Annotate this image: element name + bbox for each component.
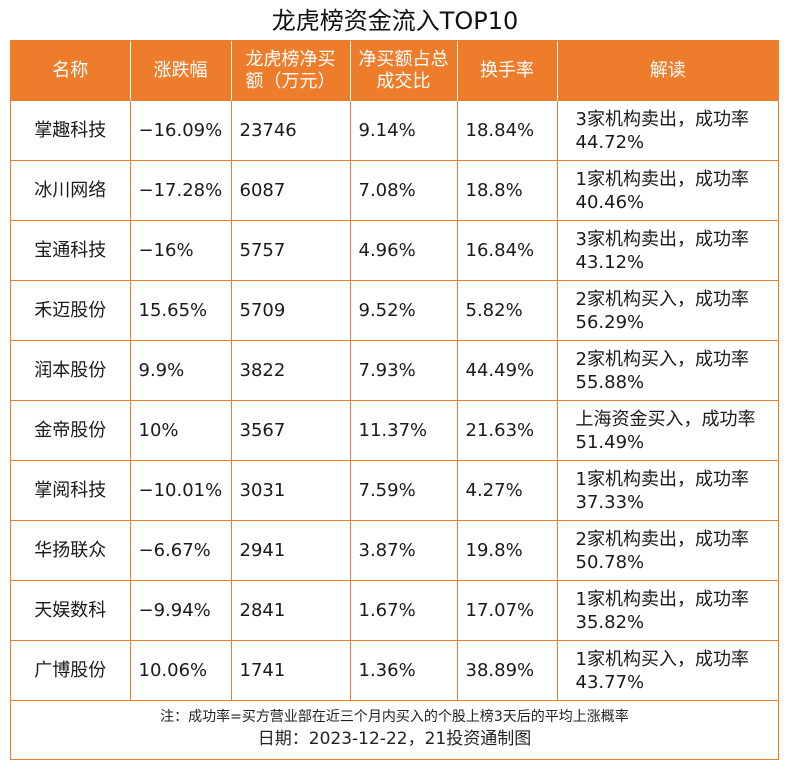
table-row: 广博股份 10.06% 1741 1.36% 38.89% 1家机构买入，成功率43.77… bbox=[11, 640, 778, 700]
cell-change: −6.67% bbox=[129, 520, 231, 581]
cell-ratio: 9.52% bbox=[349, 280, 457, 341]
page-title: 龙虎榜资金流入TOP10 bbox=[271, 7, 519, 35]
cell-ratio: 4.96% bbox=[349, 220, 457, 281]
cell-change: 10.06% bbox=[129, 640, 231, 700]
cell-net-buy: 1741 bbox=[230, 640, 350, 700]
cell-turnover: 44.49% bbox=[456, 340, 557, 401]
table-row: 掌趣科技 −16.09% 23746 9.14% 18.84% 3家机构卖出，成功率44.… bbox=[11, 100, 778, 161]
col-header-change: 涨跌幅 bbox=[129, 41, 231, 101]
cell-change: −16.09% bbox=[129, 100, 231, 161]
cell-change: −10.01% bbox=[129, 460, 231, 521]
cell-name: 天娱数科 bbox=[11, 580, 130, 641]
cell-name: 掌阅科技 bbox=[11, 460, 130, 521]
cell-turnover: 17.07% bbox=[456, 580, 557, 641]
table-row: 宝通科技 −16% 5757 4.96% 16.84% 3家机构卖出，成功率43.12% bbox=[11, 220, 778, 281]
data-table-frame: 名称 涨跌幅 龙虎榜净买额（万元） 净买额占总成交比 换手率 解读 掌趣科技 −1… bbox=[10, 40, 779, 760]
cell-turnover: 18.84% bbox=[456, 100, 557, 161]
cell-net-buy: 5709 bbox=[230, 280, 350, 341]
cell-name: 广博股份 bbox=[11, 640, 130, 700]
cell-ratio: 1.67% bbox=[349, 580, 457, 641]
cell-net-buy: 23746 bbox=[230, 100, 350, 161]
table-row: 天娱数科 −9.94% 2841 1.67% 17.07% 1家机构卖出，成功率35.82… bbox=[11, 580, 778, 641]
table-row: 禾迈股份 15.65% 5709 9.52% 5.82% 2家机构买入，成功率56.29% bbox=[11, 280, 778, 341]
cell-net-buy: 3567 bbox=[230, 400, 350, 461]
cell-net-buy: 2841 bbox=[230, 580, 350, 641]
cell-net-buy: 3031 bbox=[230, 460, 350, 521]
cell-name: 金帝股份 bbox=[11, 400, 130, 461]
cell-note: 1家机构买入，成功率43.77% bbox=[556, 640, 778, 700]
data-table: 名称 涨跌幅 龙虎榜净买额（万元） 净买额占总成交比 换手率 解读 掌趣科技 −1… bbox=[11, 41, 778, 700]
cell-change: −17.28% bbox=[129, 160, 231, 221]
cell-turnover: 18.8% bbox=[456, 160, 557, 221]
cell-note: 上海资金买入，成功率51.49% bbox=[556, 400, 778, 461]
col-header-net-buy: 龙虎榜净买额（万元） bbox=[230, 41, 350, 101]
cell-net-buy: 6087 bbox=[230, 160, 350, 221]
cell-net-buy: 3822 bbox=[230, 340, 350, 401]
cell-note: 2家机构买入，成功率55.88% bbox=[556, 340, 778, 401]
cell-net-buy: 2941 bbox=[230, 520, 350, 581]
col-header-ratio: 净买额占总成交比 bbox=[349, 41, 457, 101]
cell-note: 1家机构卖出，成功率35.82% bbox=[556, 580, 778, 641]
cell-change: 15.65% bbox=[129, 280, 231, 341]
table-header-row: 名称 涨跌幅 龙虎榜净买额（万元） 净买额占总成交比 换手率 解读 bbox=[11, 41, 778, 101]
cell-note: 2家机构卖出，成功率50.78% bbox=[556, 520, 778, 581]
cell-turnover: 38.89% bbox=[456, 640, 557, 700]
cell-note: 1家机构卖出，成功率37.33% bbox=[556, 460, 778, 521]
table-row: 冰川网络 −17.28% 6087 7.08% 18.8% 1家机构卖出，成功率40.46… bbox=[11, 160, 778, 221]
cell-note: 3家机构卖出，成功率43.12% bbox=[556, 220, 778, 281]
cell-change: −16% bbox=[129, 220, 231, 281]
cell-turnover: 16.84% bbox=[456, 220, 557, 281]
table-row: 金帝股份 10% 3567 11.37% 21.63% 上海资金买入，成功率51.49% bbox=[11, 400, 778, 461]
cell-name: 宝通科技 bbox=[11, 220, 130, 281]
cell-turnover: 19.8% bbox=[456, 520, 557, 581]
table-row: 华扬联众 −6.67% 2941 3.87% 19.8% 2家机构卖出，成功率50.78% bbox=[11, 520, 778, 581]
cell-ratio: 7.08% bbox=[349, 160, 457, 221]
cell-ratio: 11.37% bbox=[349, 400, 457, 461]
cell-note: 2家机构买入，成功率56.29% bbox=[556, 280, 778, 341]
cell-net-buy: 5757 bbox=[230, 220, 350, 281]
cell-change: −9.94% bbox=[129, 580, 231, 641]
cell-turnover: 5.82% bbox=[456, 280, 557, 341]
cell-ratio: 3.87% bbox=[349, 520, 457, 581]
footnote: 注：成功率=买方营业部在近三个月内买入的个股上榜3天后的平均上涨概率 bbox=[160, 709, 629, 725]
col-header-turnover: 换手率 bbox=[456, 41, 557, 101]
cell-note: 3家机构卖出，成功率44.72% bbox=[556, 100, 778, 161]
cell-name: 冰川网络 bbox=[11, 160, 130, 221]
cell-name: 华扬联众 bbox=[11, 520, 130, 581]
table-footer: 注：成功率=买方营业部在近三个月内买入的个股上榜3天后的平均上涨概率 日期：20… bbox=[11, 700, 778, 751]
table-row: 润本股份 9.9% 3822 7.93% 44.49% 2家机构买入，成功率55.88% bbox=[11, 340, 778, 401]
cell-ratio: 7.59% bbox=[349, 460, 457, 521]
col-header-name: 名称 bbox=[11, 41, 130, 101]
cell-ratio: 1.36% bbox=[349, 640, 457, 700]
cell-name: 禾迈股份 bbox=[11, 280, 130, 341]
cell-ratio: 9.14% bbox=[349, 100, 457, 161]
date-line: 日期：2023-12-22，21投资通制图 bbox=[257, 729, 532, 749]
cell-turnover: 4.27% bbox=[456, 460, 557, 521]
table-row: 掌阅科技 −10.01% 3031 7.59% 4.27% 1家机构卖出，成功率37.33… bbox=[11, 460, 778, 521]
cell-change: 9.9% bbox=[129, 340, 231, 401]
cell-name: 掌趣科技 bbox=[11, 100, 130, 161]
cell-change: 10% bbox=[129, 400, 231, 461]
cell-name: 润本股份 bbox=[11, 340, 130, 401]
cell-note: 1家机构卖出，成功率40.46% bbox=[556, 160, 778, 221]
cell-ratio: 7.93% bbox=[349, 340, 457, 401]
col-header-note: 解读 bbox=[556, 41, 778, 101]
cell-turnover: 21.63% bbox=[456, 400, 557, 461]
